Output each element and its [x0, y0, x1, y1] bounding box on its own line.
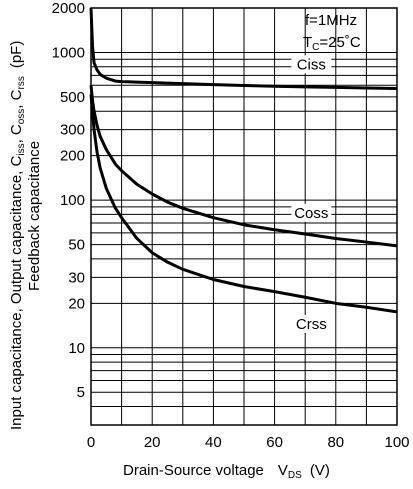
y-tick-label: 5 — [77, 384, 85, 401]
series-line-crss — [89, 94, 398, 314]
x-axis-label: Drain-Source voltage VDS (V) — [123, 462, 330, 481]
y-tick-label: 30 — [68, 269, 85, 286]
x-tick-label: 40 — [205, 434, 222, 451]
y-tick-label: 100 — [60, 192, 85, 209]
annotation-frequency: f=1MHz — [305, 12, 357, 29]
grid — [91, 8, 397, 425]
tick-labels: 0 20 40 60 80 100 2000 1000 500 300 200 100 50 30 20 10… — [52, 0, 410, 451]
y-tick-label: 1000 — [52, 44, 85, 61]
series-label-ciss: Ciss — [297, 56, 326, 73]
plot-border — [90, 7, 398, 426]
y-tick-label: 10 — [68, 340, 85, 357]
x-tick-label: 80 — [327, 434, 344, 451]
y-tick-label: 200 — [60, 148, 85, 165]
series-label-bg-coss — [291, 203, 332, 222]
series-label-crss: Crss — [296, 316, 327, 333]
y-axis-label-line2: Feedback capacitance — [26, 141, 43, 291]
x-tick-label: 0 — [87, 434, 95, 451]
x-tick-label: 60 — [266, 434, 283, 451]
series-label-bg-crss — [291, 314, 332, 333]
y-tick-label: 2000 — [52, 0, 85, 17]
series-label-bg-ciss — [291, 55, 332, 74]
x-tick-label: 20 — [144, 434, 161, 451]
y-axis-label-line1: Input capacitance, Output capacitance, C… — [8, 41, 27, 430]
series-label-coss: Coss — [294, 205, 328, 222]
series-line-coss — [89, 85, 398, 248]
y-tick-label: 300 — [60, 122, 85, 139]
y-tick-label: 500 — [60, 89, 85, 106]
curves — [89, 7, 398, 314]
series-line-ciss — [89, 7, 398, 90]
plot-frame — [90, 7, 398, 426]
annotation-temperature: TC=25˚C — [303, 34, 361, 53]
series-labels: Ciss Coss Crss — [291, 55, 332, 333]
y-tick-label: 50 — [68, 237, 85, 254]
x-tick-label: 100 — [384, 434, 409, 451]
y-tick-label: 20 — [68, 295, 85, 312]
